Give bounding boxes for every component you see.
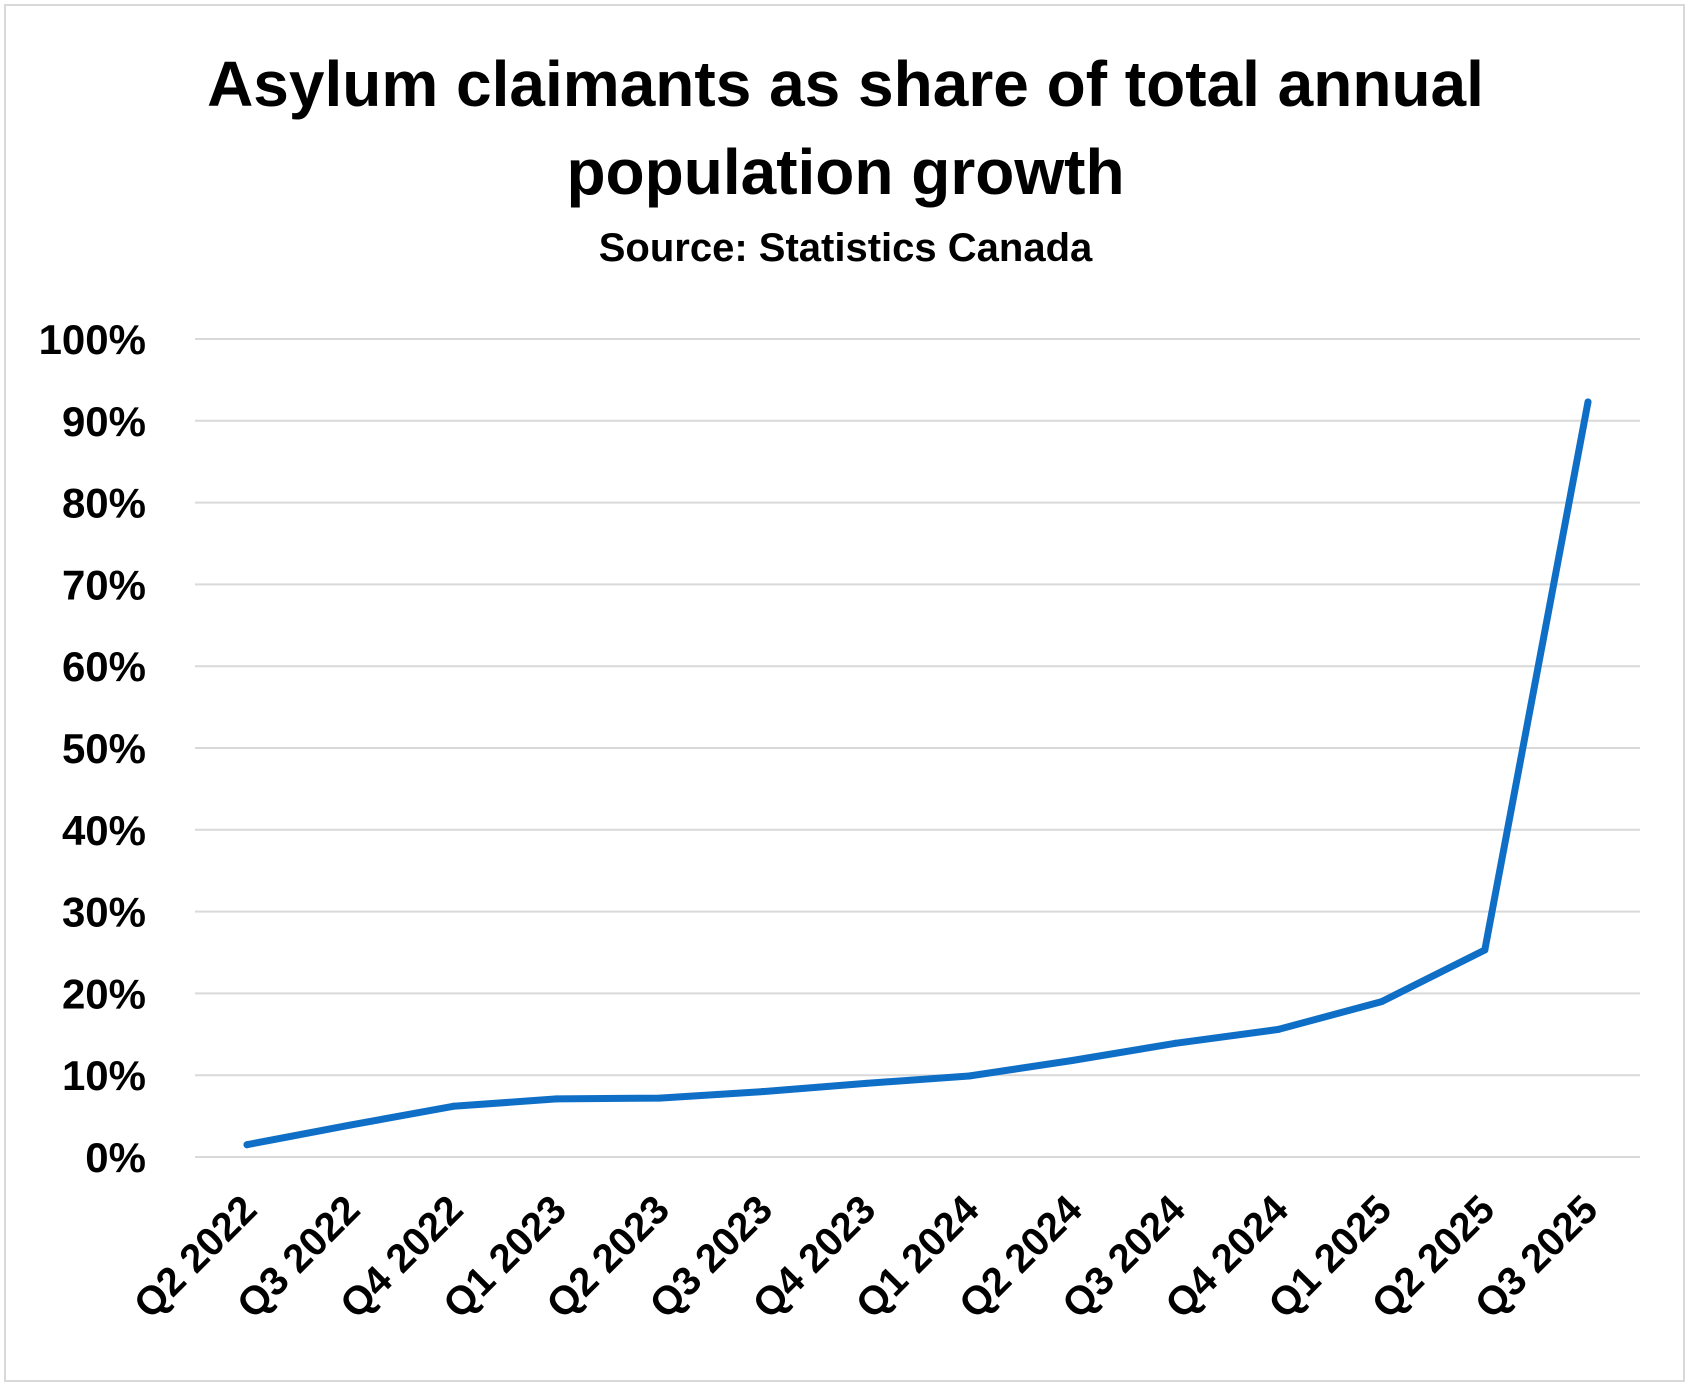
y-tick-label: 90%	[62, 398, 146, 445]
data-point	[243, 1141, 251, 1149]
data-point	[965, 1072, 973, 1080]
data-point	[552, 1095, 560, 1103]
data-point	[759, 1088, 767, 1096]
chart-frame	[4, 4, 1685, 1382]
data-point	[1481, 946, 1489, 954]
y-tick-label: 20%	[62, 970, 146, 1017]
gridlines	[195, 338, 1640, 1158]
data-point	[862, 1079, 870, 1087]
y-tick-label: 50%	[62, 725, 146, 772]
y-tick-label: 60%	[62, 643, 146, 690]
y-tick-label: 70%	[62, 561, 146, 608]
y-tick-label: 10%	[62, 1052, 146, 1099]
chart-subtitle: Source: Statistics Canada	[598, 226, 1093, 270]
y-tick-label: 100%	[39, 316, 146, 363]
chart-title-line-1: Asylum claimants as share of total annua…	[207, 48, 1484, 120]
series-layer	[243, 398, 1592, 1149]
data-point	[656, 1094, 664, 1102]
y-tick-label: 30%	[62, 889, 146, 936]
chart-title: Asylum claimants as share of total annua…	[0, 40, 1691, 216]
series-line	[243, 398, 1592, 1149]
y-tick-label: 80%	[62, 480, 146, 527]
data-point	[346, 1121, 354, 1129]
y-tick-label: 0%	[85, 1134, 146, 1181]
data-point	[1068, 1056, 1076, 1064]
y-axis-tick-labels: 0% 10% 20% 30% 40% 50% 60% 70% 80% 90% 100%	[39, 316, 146, 1181]
data-point	[1171, 1039, 1179, 1047]
chart-title-line-2: population growth	[566, 136, 1125, 208]
y-tick-label: 40%	[62, 807, 146, 854]
data-point	[1378, 998, 1386, 1006]
data-point	[1584, 398, 1592, 406]
data-point	[1275, 1025, 1283, 1033]
data-point	[449, 1102, 457, 1110]
